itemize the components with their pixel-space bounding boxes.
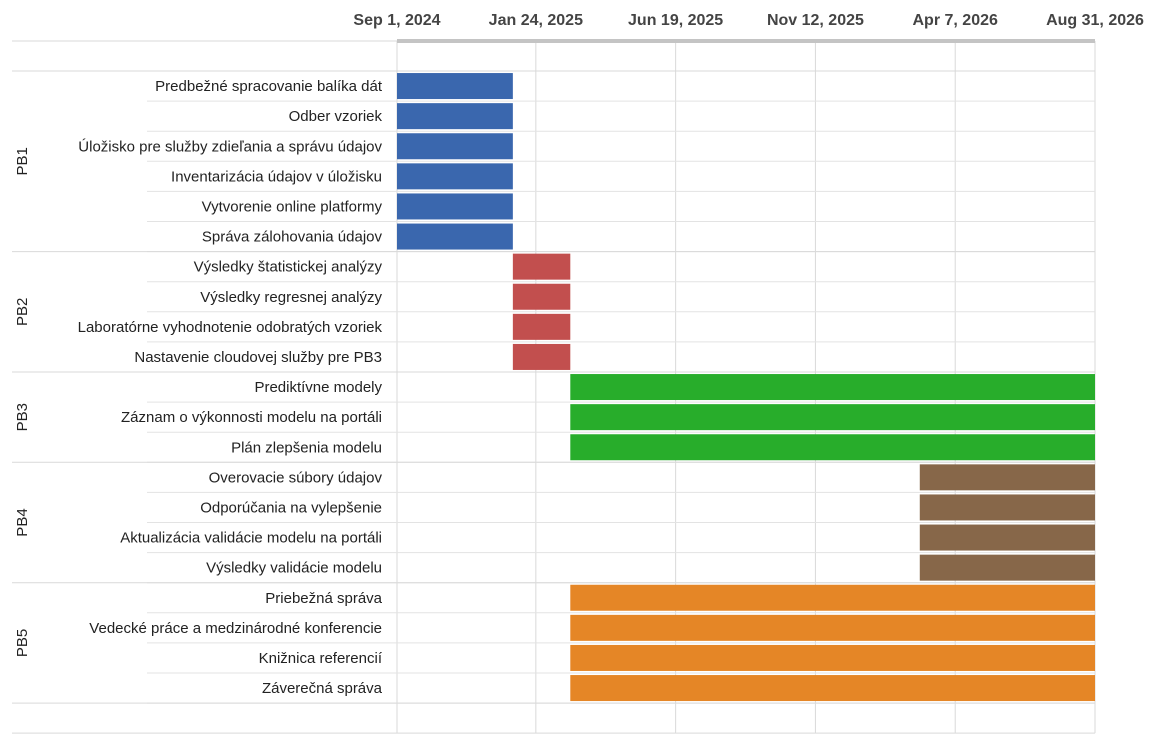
task-label: Výsledky regresnej analýzy (200, 289, 382, 306)
group-label-pb4: PB4 (14, 508, 31, 536)
task-bar (512, 253, 571, 280)
task-bar (512, 313, 571, 340)
task-bar (570, 404, 1095, 431)
task-label: Vedecké práce a medzinárodné konferencie (89, 620, 382, 637)
axis-bar (397, 39, 1095, 43)
task-label: Odber vzoriek (289, 108, 383, 125)
task-bar (919, 494, 1095, 521)
task-bar (570, 614, 1095, 641)
task-label: Odporúčania na vylepšenie (200, 499, 382, 516)
x-tick-label: Aug 31, 2026 (1046, 12, 1144, 29)
task-label: Plán zlepšenia modelu (231, 439, 382, 456)
task-label: Správa zálohovania údajov (202, 229, 383, 246)
task-label: Prediktívne modely (254, 379, 382, 396)
task-bar (570, 434, 1095, 461)
task-label: Výsledky štatistickej analýzy (194, 259, 383, 276)
task-label: Knižnica referencií (259, 650, 383, 667)
task-bar (397, 193, 513, 220)
x-tick-label: Nov 12, 2025 (767, 12, 864, 29)
task-label: Laboratórne vyhodnotenie odobratých vzor… (78, 319, 383, 336)
group-label-pb2: PB2 (14, 298, 31, 326)
task-bar (570, 584, 1095, 611)
group-label-pb1: PB1 (14, 147, 31, 175)
task-label: Predbežné spracovanie balíka dát (155, 78, 383, 95)
x-tick-label: Sep 1, 2024 (353, 12, 440, 29)
x-tick-label: Jun 19, 2025 (628, 12, 723, 29)
task-label: Úložisko pre služby zdieľania a správu ú… (78, 138, 382, 155)
task-label: Záznam o výkonnosti modelu na portáli (121, 409, 382, 426)
task-bar (512, 283, 571, 310)
task-bar (397, 163, 513, 190)
task-bar (570, 675, 1095, 702)
task-label: Výsledky validácie modelu (206, 560, 382, 577)
task-label: Overovacie súbory údajov (209, 469, 383, 486)
task-label: Priebežná správa (265, 590, 382, 607)
x-tick-label: Apr 7, 2026 (913, 12, 998, 29)
task-bar (512, 343, 571, 370)
task-bar (919, 524, 1095, 551)
task-bar (919, 554, 1095, 581)
group-label-pb3: PB3 (14, 403, 31, 431)
task-label: Záverečná správa (262, 680, 383, 697)
task-bar (570, 374, 1095, 401)
task-label: Aktualizácia validácie modelu na portáli (120, 530, 382, 547)
task-bar (397, 223, 513, 250)
task-bar (570, 644, 1095, 671)
group-label-pb5: PB5 (14, 629, 31, 657)
task-bar (397, 73, 513, 100)
x-tick-label: Jan 24, 2025 (489, 12, 583, 29)
task-label: Nastavenie cloudovej služby pre PB3 (134, 349, 382, 366)
task-bar (919, 464, 1095, 491)
task-bar (397, 103, 513, 130)
task-label: Inventarizácia údajov v úložisku (171, 168, 382, 185)
task-bar (397, 133, 513, 160)
task-label: Vytvorenie online platformy (202, 198, 383, 215)
